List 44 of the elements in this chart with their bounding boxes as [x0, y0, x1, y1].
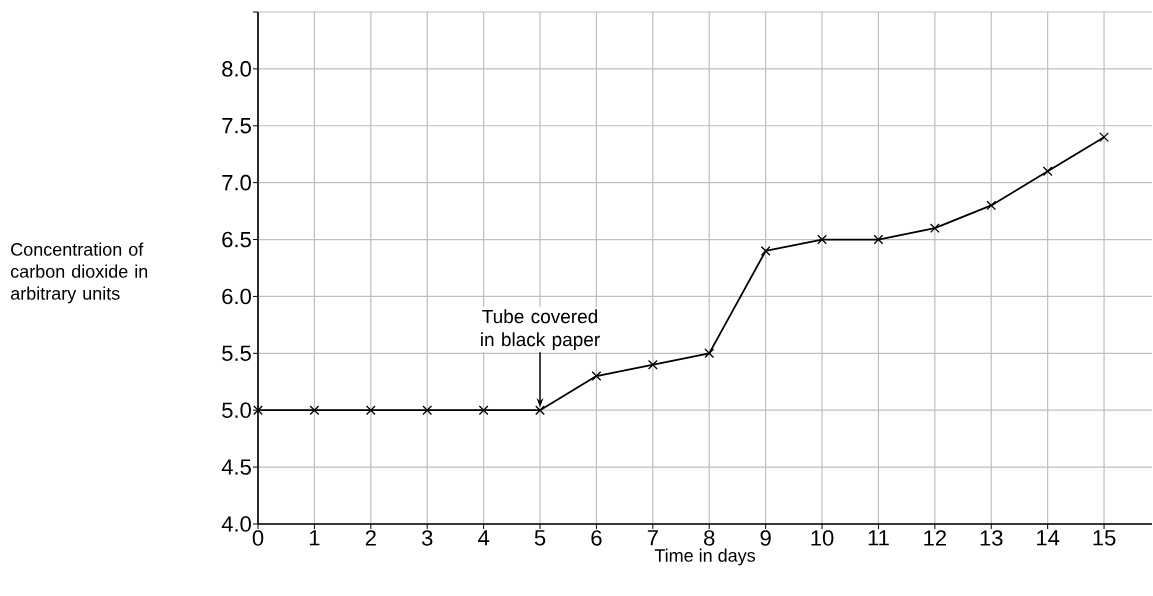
point — [760, 246, 771, 256]
y-tick-label: 6.5 — [222, 231, 251, 248]
x-tick-label: 15 — [1093, 530, 1116, 546]
x-tick-label: 4 — [478, 530, 490, 546]
x-tick-label: 0 — [252, 530, 264, 546]
y-tick-label: 7.0 — [222, 174, 251, 191]
x-tick-label: 1 — [309, 530, 320, 546]
x-tick-label: 8 — [704, 530, 715, 546]
point — [309, 405, 320, 416]
x-tick-label: 5 — [534, 530, 546, 546]
x-axis-title: Time in days — [654, 548, 756, 566]
point — [591, 371, 602, 381]
x-tick-label: 6 — [591, 530, 602, 546]
point — [817, 234, 827, 245]
y-tick-label: 4.0 — [221, 516, 251, 532]
point — [647, 359, 658, 370]
x-tick-label: 12 — [924, 530, 946, 546]
annotation: Tube covered in black paper — [481, 309, 600, 350]
point — [365, 405, 376, 416]
x-tick-label: 9 — [760, 530, 771, 546]
x-tick-label: 7 — [647, 530, 658, 546]
y-tick-label: 7.5 — [222, 118, 251, 134]
y-tick-label: 5.0 — [222, 402, 251, 418]
point — [986, 200, 997, 211]
point — [1099, 132, 1109, 143]
y-axis-title: Concentration of carbon dioxide in arbitrary units — [10, 242, 148, 304]
y-tick-label: 6.0 — [222, 288, 251, 305]
point — [704, 348, 715, 359]
x-tick-label: 2 — [365, 530, 376, 546]
x-tick-label: 13 — [980, 530, 1003, 546]
point — [535, 405, 545, 416]
point — [873, 234, 884, 245]
x-tick-label: 14 — [1037, 530, 1060, 546]
x-tick-label: 3 — [421, 530, 433, 546]
point — [253, 405, 263, 416]
x-tick-label: 10 — [811, 530, 834, 546]
point — [422, 405, 433, 416]
y-tick-label: 5.5 — [222, 345, 251, 361]
y-tick-label: 8.0 — [222, 61, 251, 77]
x-tick-label: 11 — [868, 530, 889, 546]
point — [478, 405, 489, 416]
y-tick-label: 4.5 — [221, 459, 251, 475]
point — [929, 223, 940, 234]
point — [1042, 166, 1053, 177]
